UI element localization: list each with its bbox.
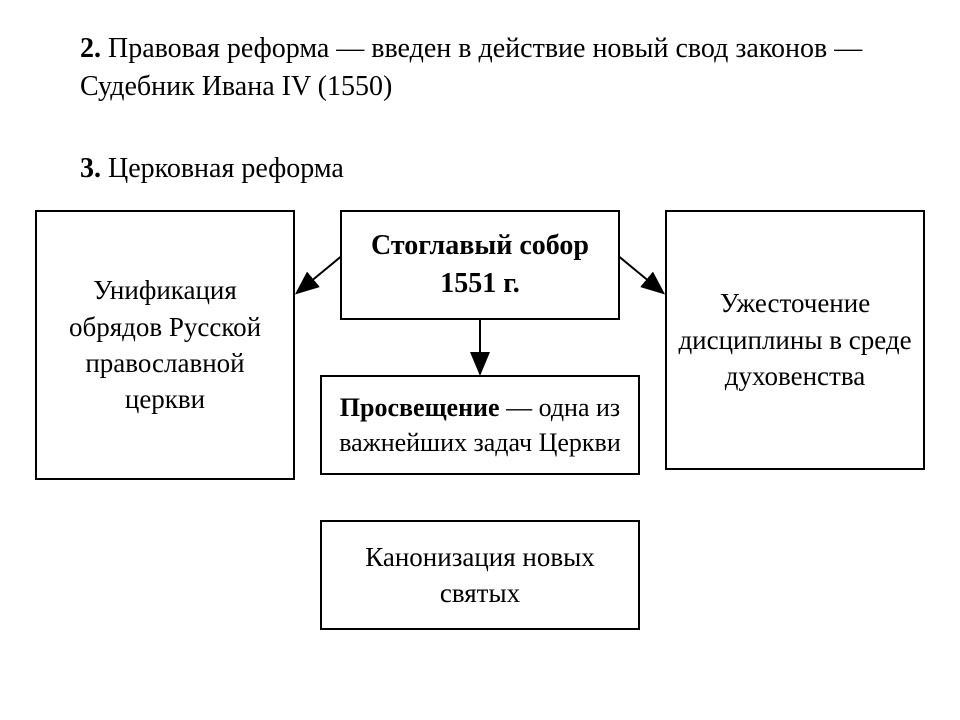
node-center-bot: Канонизация новых святых xyxy=(320,520,640,630)
node-right-text: Ужесточение дисциплины в среде духовенст… xyxy=(675,285,915,394)
node-right: Ужесточение дисциплины в среде духовенст… xyxy=(665,210,925,470)
paragraph-3: 3. Церковная реформа xyxy=(80,150,890,188)
node-center-mid-bold: Просвещение xyxy=(340,393,500,422)
paragraph-3-number: 3. xyxy=(80,153,101,184)
paragraph-2-number: 2. xyxy=(80,33,101,64)
node-center-bot-text: Канонизация новых святых xyxy=(330,539,630,612)
node-left-text: Унификация обрядов Русской православной … xyxy=(45,272,285,418)
node-left: Унификация обрядов Русской православной … xyxy=(35,210,295,480)
paragraph-2-body: Правовая реформа — введен в действие нов… xyxy=(80,33,862,102)
node-center-top: Стоглавый собор 1551 г. xyxy=(340,210,620,320)
paragraph-2: 2. Правовая реформа — введен в действие … xyxy=(80,30,890,106)
paragraph-3-body: Церковная реформа xyxy=(101,153,344,184)
node-center-top-line2: 1551 г. xyxy=(440,268,520,299)
node-center-mid: Просвещение — одна из важнейших задач Це… xyxy=(320,375,640,475)
node-center-top-line1: Стоглавый собор xyxy=(371,230,589,261)
